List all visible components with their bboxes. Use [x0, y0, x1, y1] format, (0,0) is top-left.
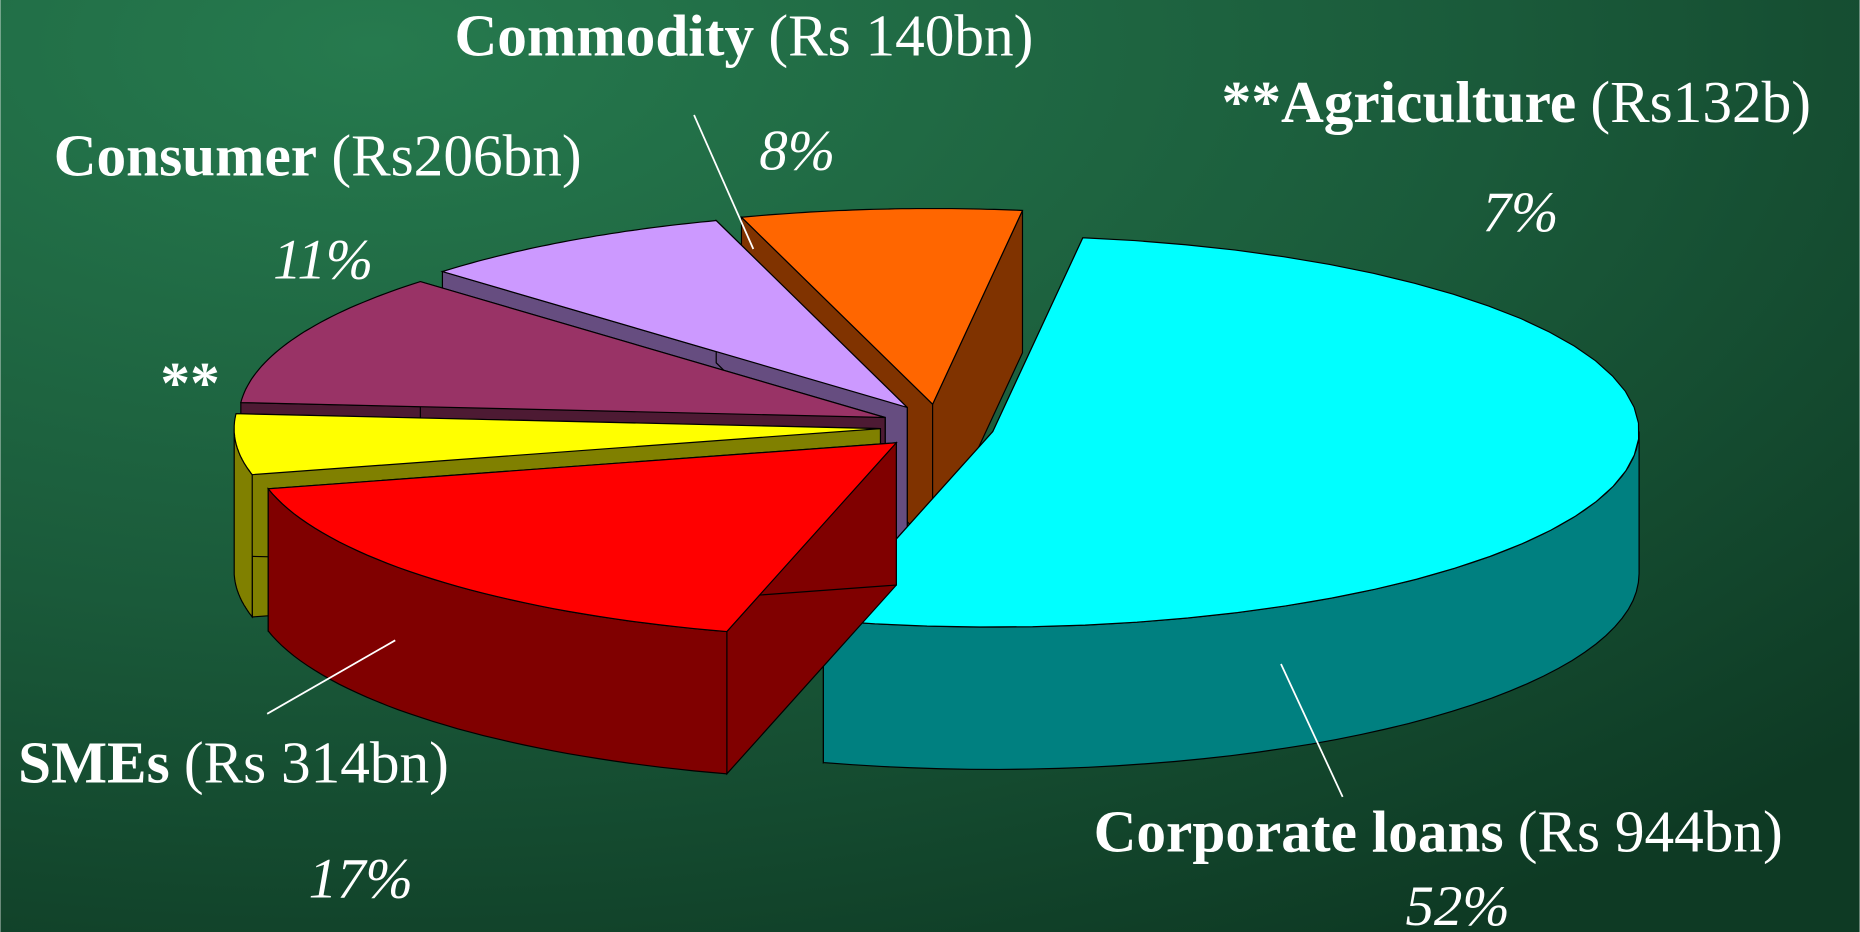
- leader-line: [693, 114, 755, 250]
- slice: [267, 441, 898, 776]
- slice-label: Corporate loans (Rs 944bn): [1094, 798, 1783, 864]
- slice-top: [233, 413, 881, 476]
- slice-name: Corporate loans: [1094, 798, 1504, 864]
- slice-label: **: [160, 350, 219, 416]
- leader-line: [1280, 663, 1344, 798]
- pie: [233, 207, 1640, 776]
- slice-top: [440, 219, 908, 408]
- slice-amount: (Rs206bn): [331, 122, 581, 188]
- percent-label: 8%: [759, 120, 835, 183]
- percent-label: 52%: [1405, 875, 1509, 932]
- slice: [822, 237, 1640, 771]
- slice-name: **Agriculture: [1222, 69, 1576, 135]
- leader-lines: [266, 114, 1344, 798]
- slice-amount: (Rs132b): [1590, 69, 1811, 135]
- slice-amount: (Rs 314bn): [184, 730, 449, 796]
- leader-line: [266, 639, 396, 715]
- labels: Corporate loans (Rs 944bn)52%SMEs (Rs 314b…: [18, 3, 1811, 932]
- slice-label: SMEs (Rs 314bn): [18, 730, 449, 796]
- slice-top: [267, 442, 898, 633]
- slice-label: **Agriculture (Rs132b): [1222, 69, 1811, 135]
- slice-amount: (Rs 140bn): [768, 3, 1033, 69]
- percent-label: 11%: [273, 229, 373, 292]
- percent-label: 17%: [309, 848, 413, 911]
- slice-top: [240, 280, 886, 419]
- slice-name: SMEs: [18, 730, 170, 796]
- slice-label: Consumer (Rs206bn): [54, 122, 582, 188]
- percent-label: 7%: [1483, 181, 1559, 244]
- slice-top: [740, 207, 1024, 406]
- slice-name: **: [160, 350, 219, 416]
- slice-name: Commodity: [455, 3, 755, 69]
- slice-name: Consumer: [54, 122, 317, 188]
- slice-top: [822, 237, 1640, 628]
- slice-label: Commodity (Rs 140bn): [455, 3, 1034, 69]
- slice-amount: (Rs 944bn): [1518, 798, 1783, 864]
